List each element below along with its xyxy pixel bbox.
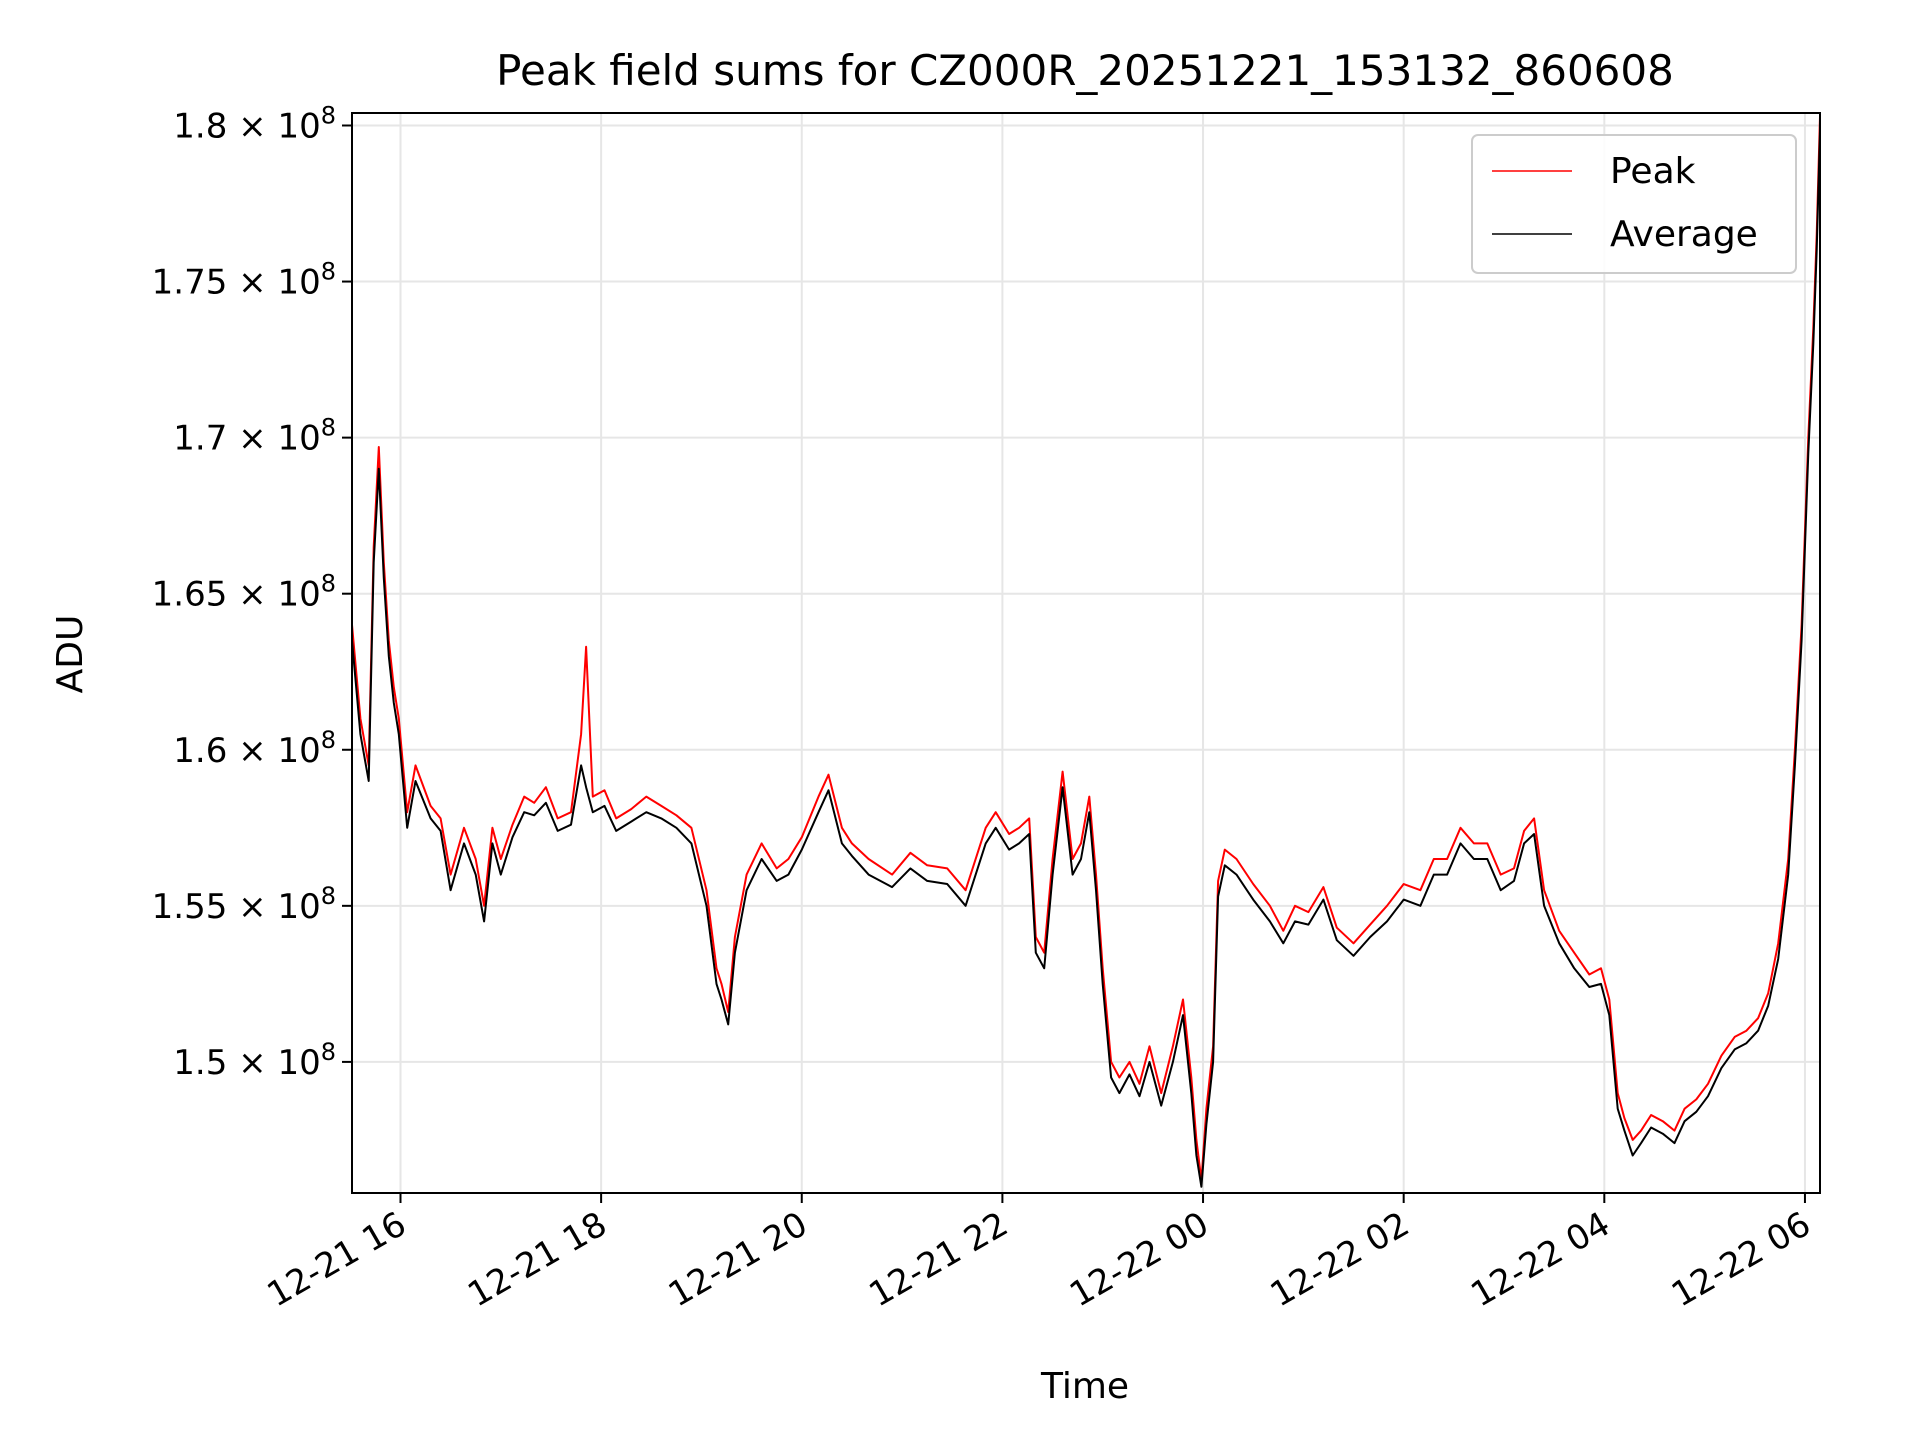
y-tick-label: 1.5 × 108 — [173, 1038, 336, 1083]
y-axis-label: ADU — [50, 615, 91, 694]
x-axis: 12-21 16 12-21 18 12-21 20 12-21 22 12-22 00… — [261, 1193, 1817, 1315]
series-line-peak — [352, 116, 1820, 1182]
legend-label-average: Average — [1610, 214, 1758, 255]
y-tick-label: 1.65 × 108 — [152, 570, 336, 615]
y-tick-label: 1.6 × 108 — [173, 726, 336, 771]
series-layer — [352, 116, 1820, 1188]
x-tick-label: 12-22 06 — [1665, 1204, 1817, 1315]
x-axis-label: Time — [1040, 1366, 1129, 1407]
x-tick-label: 12-21 18 — [461, 1204, 613, 1315]
x-tick-label: 12-21 20 — [662, 1204, 814, 1315]
x-tick-label: 12-22 02 — [1264, 1204, 1416, 1315]
legend-box — [1471, 134, 1797, 274]
legend: Peak Average — [1471, 134, 1797, 274]
x-tick-label: 12-22 04 — [1464, 1204, 1616, 1315]
x-tick-label: 12-22 00 — [1063, 1204, 1215, 1315]
y-tick-label: 1.55 × 108 — [152, 882, 336, 927]
plot-frame — [351, 112, 1821, 1194]
x-tick-label: 12-21 22 — [863, 1204, 1015, 1315]
chart-title: Peak field sums for CZ000R_20251221_1531… — [496, 46, 1674, 95]
legend-label-peak: Peak — [1610, 151, 1696, 192]
grid-lines — [352, 113, 1820, 1193]
y-axis: 1.5 × 108 1.55 × 108 1.6 × 108 1.65 × 108 1.… — [152, 101, 352, 1083]
y-tick-label: 1.8 × 108 — [173, 101, 336, 146]
y-tick-label: 1.7 × 108 — [173, 414, 336, 459]
y-tick-label: 1.75 × 108 — [152, 258, 336, 303]
x-tick-label: 12-21 16 — [261, 1204, 413, 1315]
series-line-average — [352, 131, 1820, 1188]
